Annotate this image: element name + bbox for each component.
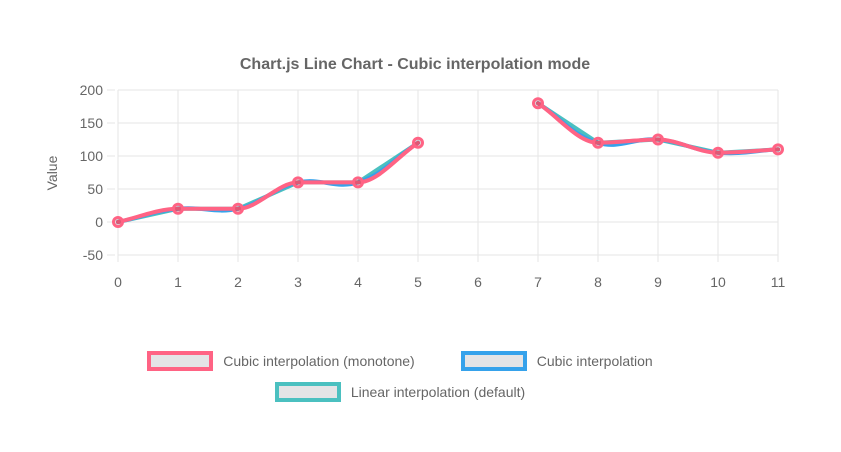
gridlines bbox=[107, 89, 779, 262]
x-tick-label: 9 bbox=[654, 274, 662, 290]
x-tick-label: 7 bbox=[534, 274, 542, 290]
data-point bbox=[772, 143, 784, 156]
data-point bbox=[232, 202, 244, 215]
chart-legend: Cubic interpolation (monotone) Cubic int… bbox=[90, 351, 710, 402]
legend-label-linear: Linear interpolation (default) bbox=[350, 384, 526, 400]
data-points bbox=[112, 97, 784, 228]
data-point bbox=[412, 136, 424, 149]
data-point bbox=[712, 146, 724, 159]
x-tick-label: 4 bbox=[354, 274, 362, 290]
legend-label-cubic: Cubic interpolation bbox=[536, 353, 653, 369]
y-axis-title: Value bbox=[44, 155, 60, 190]
chart-canvas[interactable]: Chart.js Line Chart - Cubic interpolatio… bbox=[0, 0, 841, 314]
x-tick-label: 11 bbox=[771, 274, 786, 290]
data-point bbox=[532, 97, 544, 110]
y-tick-label: -50 bbox=[83, 247, 103, 263]
legend-label-cubic-monotone: Cubic interpolation (monotone) bbox=[223, 353, 415, 369]
legend-item-cubic[interactable]: Cubic interpolation bbox=[460, 351, 653, 371]
data-point bbox=[292, 176, 304, 189]
series-lines bbox=[116, 101, 780, 224]
x-tick-labels: 0 1 2 3 4 5 6 7 8 9 10 11 bbox=[114, 274, 785, 290]
legend-swatch-cubic-monotone bbox=[147, 351, 214, 371]
y-tick-label: 200 bbox=[80, 82, 104, 98]
legend-item-cubic-monotone[interactable]: Cubic interpolation (monotone) bbox=[147, 351, 415, 371]
series-line-monotone bbox=[536, 101, 780, 155]
x-tick-label: 0 bbox=[114, 274, 122, 290]
y-tick-label: 150 bbox=[80, 115, 104, 131]
data-point bbox=[592, 136, 604, 149]
y-tick-label: 0 bbox=[95, 214, 103, 230]
data-point bbox=[352, 176, 364, 189]
x-tick-label: 5 bbox=[414, 274, 422, 290]
y-tick-label: 50 bbox=[87, 181, 103, 197]
y-tick-label: 100 bbox=[80, 148, 104, 164]
x-tick-label: 8 bbox=[594, 274, 602, 290]
x-tick-label: 2 bbox=[234, 274, 242, 290]
y-tick-labels: 200 150 100 50 0 -50 bbox=[80, 82, 104, 263]
x-tick-label: 6 bbox=[474, 274, 482, 290]
series-line-monotone bbox=[116, 140, 420, 224]
data-point bbox=[172, 202, 184, 215]
legend-swatch-cubic bbox=[460, 351, 527, 371]
chart-title: Chart.js Line Chart - Cubic interpolatio… bbox=[240, 56, 590, 73]
data-point bbox=[112, 216, 124, 228]
data-point bbox=[652, 133, 664, 146]
legend-swatch-linear bbox=[274, 382, 341, 402]
x-tick-label: 3 bbox=[294, 274, 302, 290]
x-tick-label: 10 bbox=[710, 274, 726, 290]
x-tick-label: 1 bbox=[174, 274, 182, 290]
legend-item-linear[interactable]: Linear interpolation (default) bbox=[274, 382, 526, 402]
